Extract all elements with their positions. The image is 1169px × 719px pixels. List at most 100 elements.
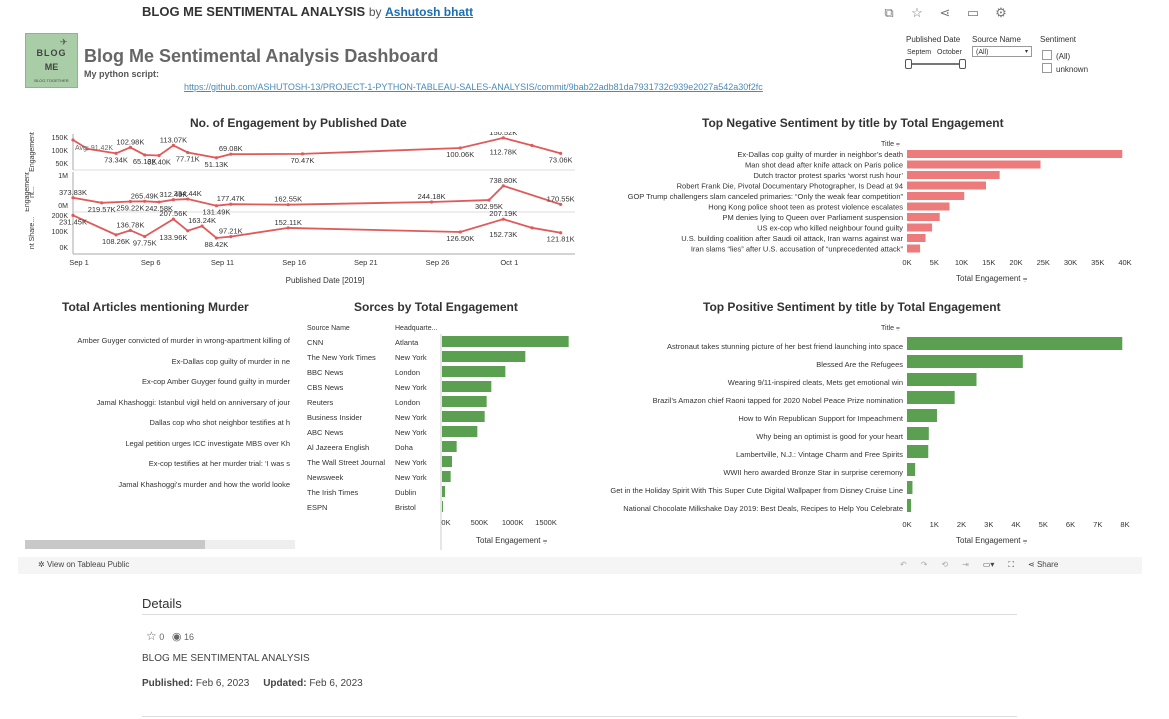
bar [442,366,506,377]
sentiment-option-unknown[interactable]: unknown [1042,59,1088,77]
series-line [72,184,561,207]
bar [442,426,478,437]
data-point [229,202,233,206]
sources-chart[interactable]: Source Name Headquarte... CNN Atlanta The Ne… [303,318,578,550]
bar-label: GOP Trump challengers slam canceled prim… [628,192,904,201]
engagement-chart[interactable]: 150K 100K 50K Engagement 73.34K 102.98K 65.13K… [25,132,578,290]
date-slider-start-handle[interactable] [905,59,912,69]
murder-article-item[interactable]: Jamal Khashoggi’s murder and how the wor… [118,479,290,489]
date-to: October [937,49,962,56]
data-point [501,136,505,140]
murder-article-item[interactable]: Amber Guyger convicted of murder in wron… [77,336,290,345]
bar-label: How to Win Republican Support for Impeac… [738,414,904,423]
paper-plane-icon: ✈ [60,37,68,47]
star-icon[interactable]: ☆ [911,5,923,20]
bar-label: WWII hero awarded Bronze Star in surpris… [723,468,903,477]
data-label: 738.80K [489,176,517,185]
logo-line-1: BLOG [36,48,67,58]
date-slider-track[interactable] [909,63,964,65]
checkbox[interactable] [1042,62,1052,73]
data-point [186,150,190,155]
copy-icon[interactable]: ⧉ [884,5,894,20]
bar [442,486,445,497]
eye-icon: ◉ [171,631,182,643]
source-name: CBS News [307,383,344,392]
source-name: The Irish Times [307,488,359,497]
author-link[interactable]: Ashutosh bhatt [385,5,474,19]
data-label: 259.22K [116,204,144,213]
sentiment-option-label: unknown [1056,65,1089,74]
murder-list-scrollbar[interactable] [25,540,295,549]
y-tick-label: 150K [52,135,69,142]
share-button[interactable]: ⋖ Share [1028,560,1058,570]
dates-row: Published: Feb 6, 2023 Updated: Feb 6, 2… [142,678,363,689]
details-divider [142,614,1017,615]
favorite-icon[interactable]: ☆ [146,629,157,643]
checkbox[interactable] [1042,49,1052,60]
pane-y-label: Engagement [29,132,36,172]
data-point [114,233,118,237]
data-point [71,138,75,142]
y-tick-label: 100K [52,229,69,236]
x-tick-label: 35K [1091,258,1104,267]
bar [907,337,1123,350]
data-point [530,143,534,148]
dashboard-title: Blog Me Sentimental Analysis Dashboard [84,46,439,66]
negative-sentiment-chart[interactable]: Title ⩦ Ex-Dallas cop guilty of murder in… [580,134,1140,290]
bar [907,223,933,232]
x-tick-label: 1K [930,520,939,529]
data-label: 152.73K [489,230,517,239]
murder-article-item[interactable]: Ex-cop testifies at her murder trial: ‘I… [148,459,290,468]
revert-icon[interactable]: ⟲ [941,560,949,569]
murder-article-item[interactable]: Dallas cop who shot neighbor testifies a… [149,418,291,427]
data-point [286,226,290,230]
murder-article-item[interactable]: Jamal Khashoggi: Istanbul vigil held on … [96,397,290,407]
data-point [200,224,204,228]
fullscreen-icon[interactable]: ⛶ [1008,560,1014,569]
sentiment-option-all[interactable]: (All) [1042,46,1070,64]
data-label: 231.45K [59,217,87,226]
comment-icon[interactable]: ▭ [966,5,980,20]
column-header-hq: Headquarte... [395,325,437,332]
bar [907,463,916,476]
source-hq: London [395,398,420,407]
undo-icon[interactable]: ↶ [900,560,907,569]
source-name: Business Insider [307,413,363,422]
positive-chart-title: Top Positive Sentiment by title by Total… [703,300,1001,314]
data-point [128,145,132,150]
data-label: 242.58K [145,204,173,213]
bar [907,427,929,440]
scrollbar-thumb[interactable] [25,540,205,549]
pause-icon[interactable]: ⇥ [962,560,969,569]
data-point [229,235,233,239]
share-icon[interactable]: ⋖ [939,5,951,20]
murder-article-item[interactable]: Legal petition urges ICC investigate MBS… [125,438,290,448]
script-link[interactable]: https://github.com/ASHUTOSH-13/PROJECT-1… [184,82,763,92]
data-point [530,226,534,230]
data-label: 102.98K [116,137,144,146]
settings-icon[interactable]: ⚙ [995,5,1007,20]
data-label: 112.78K [490,147,517,156]
bar-label: Brazil’s Amazon chief Raoni tapped for 2… [653,396,903,405]
view-on-tableau-link[interactable]: ✲ View on Tableau Public [38,560,129,569]
data-point [171,198,175,202]
data-label: 136.78K [116,220,144,229]
positive-sentiment-chart[interactable]: Title ⩦ Astronaut takes stunning picture … [580,318,1140,550]
bar-label: PM denies lying to Queen over Parliament… [722,213,903,222]
pane-y-label: nt... [29,186,36,198]
data-label: 207.19K [489,209,517,218]
murder-article-item[interactable]: Ex-cop Amber Guyger found guilty in murd… [142,377,290,386]
comment-icon[interactable]: ▭▾ [982,560,995,569]
murder-article-item[interactable]: Ex-Dallas cop guilty of murder in ne [171,356,290,366]
x-axis-title: Published Date [2019] [286,276,365,285]
date-slider-end-handle[interactable] [959,59,966,69]
source-filter-label: Source Name [972,35,1021,44]
redo-icon[interactable]: ↷ [920,560,928,569]
bar [442,336,569,347]
data-label: 207.56K [159,209,187,218]
logo-line-2: ME [44,62,59,72]
data-label: 88.42K [205,240,229,249]
data-label: 152.11K [274,218,301,227]
source-name: The Wall Street Journal [307,458,385,467]
source-select[interactable]: (All) ▾ [972,46,1032,57]
